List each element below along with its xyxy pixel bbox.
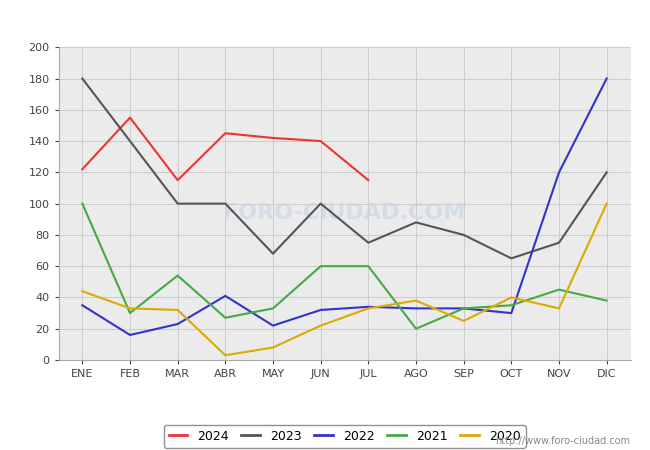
Text: FORO-CIUDAD.COM: FORO-CIUDAD.COM [224, 203, 465, 223]
Legend: 2024, 2023, 2022, 2021, 2020: 2024, 2023, 2022, 2021, 2020 [164, 425, 525, 448]
Text: Matriculaciones de Vehiculos en Retascón: Matriculaciones de Vehiculos en Retascón [151, 10, 499, 28]
Text: http://www.foro-ciudad.com: http://www.foro-ciudad.com [495, 436, 630, 446]
